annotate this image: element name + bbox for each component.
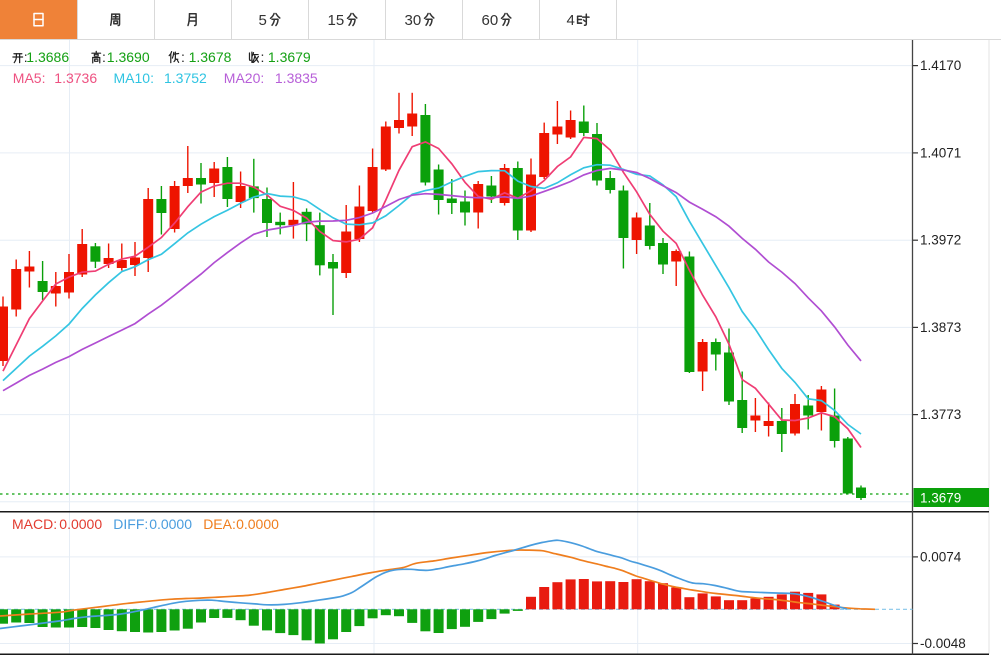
svg-text:30: 30 — [405, 12, 422, 29]
svg-text:1.3835: 1.3835 — [275, 70, 318, 86]
svg-text:MA5:: MA5: — [13, 70, 46, 86]
svg-text:15: 15 — [328, 12, 345, 29]
svg-text:1.3690: 1.3690 — [107, 49, 150, 65]
svg-text:0.0000: 0.0000 — [59, 516, 102, 532]
svg-text:0.0000: 0.0000 — [236, 516, 279, 532]
svg-text:1.3972: 1.3972 — [920, 233, 961, 248]
svg-text:1.3686: 1.3686 — [26, 49, 69, 65]
svg-text:60: 60 — [482, 12, 499, 29]
svg-text:4: 4 — [567, 12, 575, 29]
svg-text::: : — [181, 49, 185, 65]
svg-text:5: 5 — [259, 12, 267, 29]
svg-text:1.3679: 1.3679 — [920, 491, 961, 506]
svg-text::: : — [102, 49, 106, 65]
svg-text:DIFF:: DIFF: — [113, 516, 148, 532]
svg-text:MA10:: MA10: — [114, 70, 154, 86]
svg-text:0.0074: 0.0074 — [920, 549, 962, 564]
svg-text:DEA:: DEA: — [203, 516, 236, 532]
svg-text:1.3752: 1.3752 — [164, 70, 207, 86]
svg-text::: : — [24, 49, 28, 65]
svg-text:MACD:: MACD: — [12, 516, 57, 532]
svg-text:1.3679: 1.3679 — [268, 49, 311, 65]
svg-text:1.3678: 1.3678 — [189, 49, 232, 65]
svg-text:1.3873: 1.3873 — [920, 320, 961, 335]
svg-text:1.3773: 1.3773 — [920, 407, 961, 422]
svg-text:1.4170: 1.4170 — [920, 58, 961, 73]
svg-text:0.0000: 0.0000 — [149, 516, 192, 532]
svg-text:1.4071: 1.4071 — [920, 145, 961, 160]
svg-text:1.3736: 1.3736 — [54, 70, 97, 86]
svg-text:-0.0048: -0.0048 — [920, 636, 966, 651]
svg-text:MA20:: MA20: — [224, 70, 264, 86]
svg-text::: : — [261, 49, 265, 65]
